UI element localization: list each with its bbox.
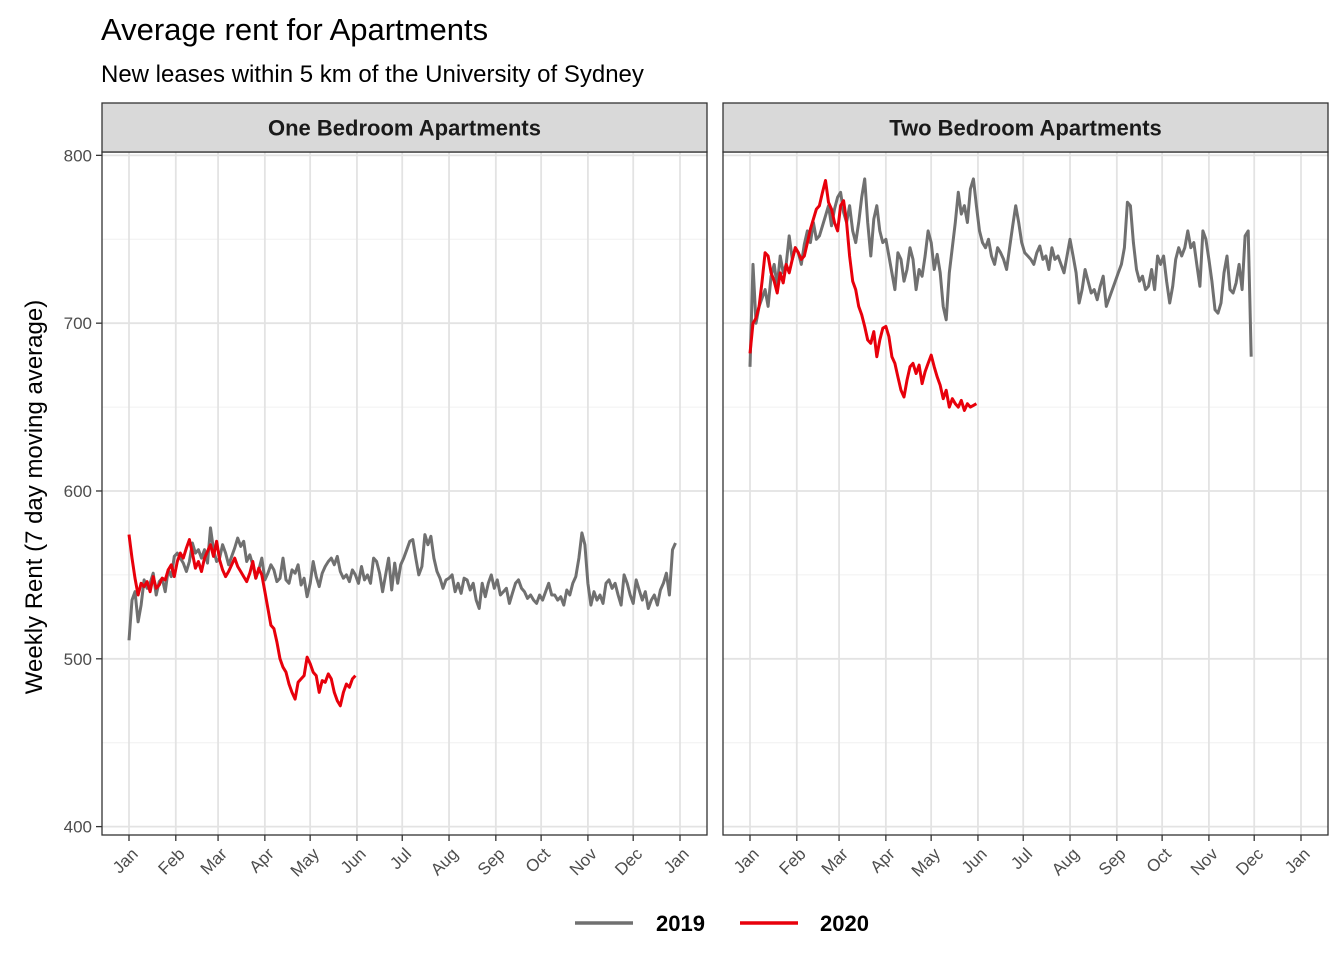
plot-background [102, 152, 707, 835]
x-tick-label: Apr [867, 844, 899, 876]
facet-strip-label: Two Bedroom Apartments [889, 116, 1162, 141]
y-tick-label: 700 [64, 314, 92, 333]
series-line-2020 [748, 179, 978, 412]
legend-label-2020: 2020 [820, 911, 869, 936]
x-tick-label: Sep [474, 844, 509, 879]
legend: 2019 2020 [575, 911, 869, 936]
facet-strip [101, 102, 708, 153]
x-tick-label: Jul [1007, 844, 1036, 873]
panel-2: Two Bedroom Apartments Jan Feb Mar Apr May Jun… [722, 102, 1329, 881]
series-line-2020 [127, 534, 357, 708]
x-tick-label: Jan [1281, 844, 1314, 877]
x-tick-label: Nov [566, 844, 601, 879]
x-tick-label: Jul [386, 844, 415, 873]
x-tick-label: Feb [775, 844, 809, 878]
x-tick-label: Oct [1143, 844, 1175, 876]
x-tick-label: Jun [958, 844, 991, 877]
x-tick-label: Jan [109, 844, 142, 877]
x-tick-label: Dec [611, 844, 646, 879]
x-tick-label: May [287, 844, 323, 880]
x-tick-label: Jan [660, 844, 693, 877]
y-tick-label: 600 [64, 482, 92, 501]
y-axis-title: Weekly Rent (7 day moving average) [21, 300, 48, 694]
y-tick-label: 800 [64, 146, 92, 165]
chart-title: Average rent for Apartments [101, 12, 488, 47]
x-tick-label: Sep [1095, 844, 1130, 879]
x-tick-label: Jun [337, 844, 370, 877]
x-tick-label: Jan [730, 844, 763, 877]
x-tick-label: Apr [246, 844, 278, 876]
x-tick-label: Aug [1048, 844, 1083, 879]
facet-panels: One Bedroom Apartments Jan Feb Mar Apr May Jun… [64, 102, 1329, 881]
y-tick-label: 400 [64, 818, 92, 837]
x-tick-label: Aug [427, 844, 462, 879]
legend-label-2019: 2019 [656, 911, 705, 936]
x-tick-label: Nov [1187, 844, 1222, 879]
panel-1: One Bedroom Apartments Jan Feb Mar Apr May Jun… [64, 102, 708, 881]
chart-subtitle: New leases within 5 km of the University… [101, 61, 644, 88]
x-tick-label: Feb [154, 844, 188, 878]
x-tick-label: May [908, 844, 944, 880]
x-tick-label: Oct [522, 844, 554, 876]
facet-strip [722, 102, 1329, 153]
x-tick-label: Mar [197, 844, 231, 878]
x-tick-label: Mar [818, 844, 852, 878]
y-tick-label: 500 [64, 650, 92, 669]
x-tick-label: Dec [1232, 844, 1267, 879]
facet-strip-label: One Bedroom Apartments [268, 116, 541, 141]
